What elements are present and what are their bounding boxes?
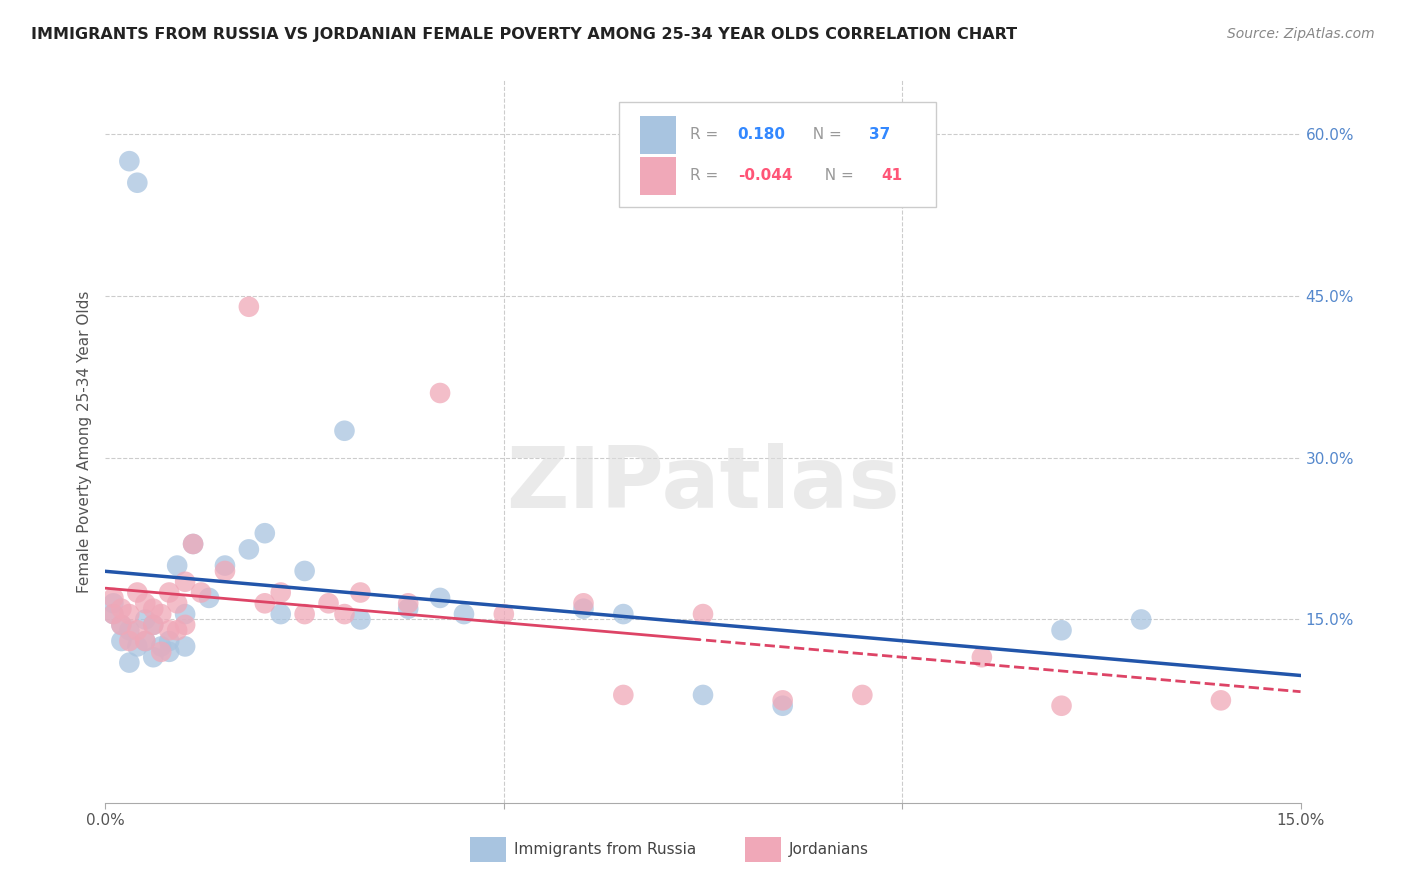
Point	[103, 607, 125, 621]
Point	[1209, 693, 1232, 707]
Point	[453, 607, 475, 621]
Point	[349, 612, 371, 626]
Point	[772, 693, 794, 707]
Point	[174, 618, 197, 632]
Point	[253, 526, 276, 541]
Point	[134, 596, 156, 610]
Point	[572, 596, 595, 610]
Point	[118, 656, 141, 670]
Point	[1050, 698, 1073, 713]
Point	[118, 634, 141, 648]
Point	[181, 537, 204, 551]
Point	[572, 601, 595, 615]
Bar	[640, 116, 675, 153]
Point	[103, 591, 125, 605]
Point	[612, 688, 634, 702]
Text: N =: N =	[803, 128, 846, 143]
Text: Source: ZipAtlas.com: Source: ZipAtlas.com	[1227, 27, 1375, 41]
Point	[142, 650, 165, 665]
Point	[134, 634, 156, 648]
Point	[150, 640, 173, 654]
Point	[429, 591, 451, 605]
Bar	[640, 157, 675, 194]
Point	[294, 564, 316, 578]
Point	[166, 558, 188, 573]
Point	[238, 300, 260, 314]
Y-axis label: Female Poverty Among 25-34 Year Olds: Female Poverty Among 25-34 Year Olds	[76, 291, 91, 592]
Point	[692, 688, 714, 702]
Point	[429, 386, 451, 401]
Point	[198, 591, 221, 605]
Point	[294, 607, 316, 621]
Bar	[745, 837, 780, 863]
Point	[970, 650, 993, 665]
Point	[270, 607, 292, 621]
Point	[181, 537, 204, 551]
Point	[110, 618, 132, 632]
Point	[150, 645, 173, 659]
Point	[772, 698, 794, 713]
Text: IMMIGRANTS FROM RUSSIA VS JORDANIAN FEMALE POVERTY AMONG 25-34 YEAR OLDS CORRELA: IMMIGRANTS FROM RUSSIA VS JORDANIAN FEMA…	[31, 27, 1017, 42]
Point	[1130, 612, 1153, 626]
Point	[150, 607, 173, 621]
Text: 0.180: 0.180	[738, 128, 786, 143]
Text: 37: 37	[869, 128, 890, 143]
Point	[118, 154, 141, 169]
Point	[127, 585, 149, 599]
FancyBboxPatch shape	[619, 102, 936, 207]
Point	[174, 640, 197, 654]
Point	[110, 618, 132, 632]
Point	[134, 612, 156, 626]
Point	[238, 542, 260, 557]
Point	[612, 607, 634, 621]
Text: N =: N =	[815, 169, 859, 183]
Point	[110, 634, 132, 648]
Point	[190, 585, 212, 599]
Point	[174, 574, 197, 589]
Point	[157, 585, 180, 599]
Point	[142, 618, 165, 632]
Point	[1050, 624, 1073, 638]
Point	[333, 607, 356, 621]
Point	[157, 645, 180, 659]
Point	[166, 624, 188, 638]
Point	[851, 688, 873, 702]
Point	[110, 601, 132, 615]
Text: ZIPatlas: ZIPatlas	[506, 443, 900, 526]
Bar	[470, 837, 506, 863]
Point	[214, 558, 236, 573]
Point	[174, 607, 197, 621]
Text: R =: R =	[690, 169, 723, 183]
Point	[214, 564, 236, 578]
Point	[118, 624, 141, 638]
Point	[333, 424, 356, 438]
Text: Immigrants from Russia: Immigrants from Russia	[515, 842, 696, 857]
Point	[396, 601, 419, 615]
Text: 41: 41	[882, 169, 903, 183]
Point	[127, 624, 149, 638]
Point	[142, 618, 165, 632]
Text: -0.044: -0.044	[738, 169, 792, 183]
Point	[318, 596, 340, 610]
Point	[270, 585, 292, 599]
Point	[253, 596, 276, 610]
Point	[118, 607, 141, 621]
Point	[166, 596, 188, 610]
Point	[127, 640, 149, 654]
Point	[103, 596, 125, 610]
Point	[349, 585, 371, 599]
Text: Jordanians: Jordanians	[789, 842, 869, 857]
Point	[692, 607, 714, 621]
Point	[134, 634, 156, 648]
Point	[127, 176, 149, 190]
Point	[492, 607, 515, 621]
Point	[142, 601, 165, 615]
Point	[157, 634, 180, 648]
Point	[396, 596, 419, 610]
Text: R =: R =	[690, 128, 723, 143]
Point	[157, 624, 180, 638]
Point	[103, 607, 125, 621]
